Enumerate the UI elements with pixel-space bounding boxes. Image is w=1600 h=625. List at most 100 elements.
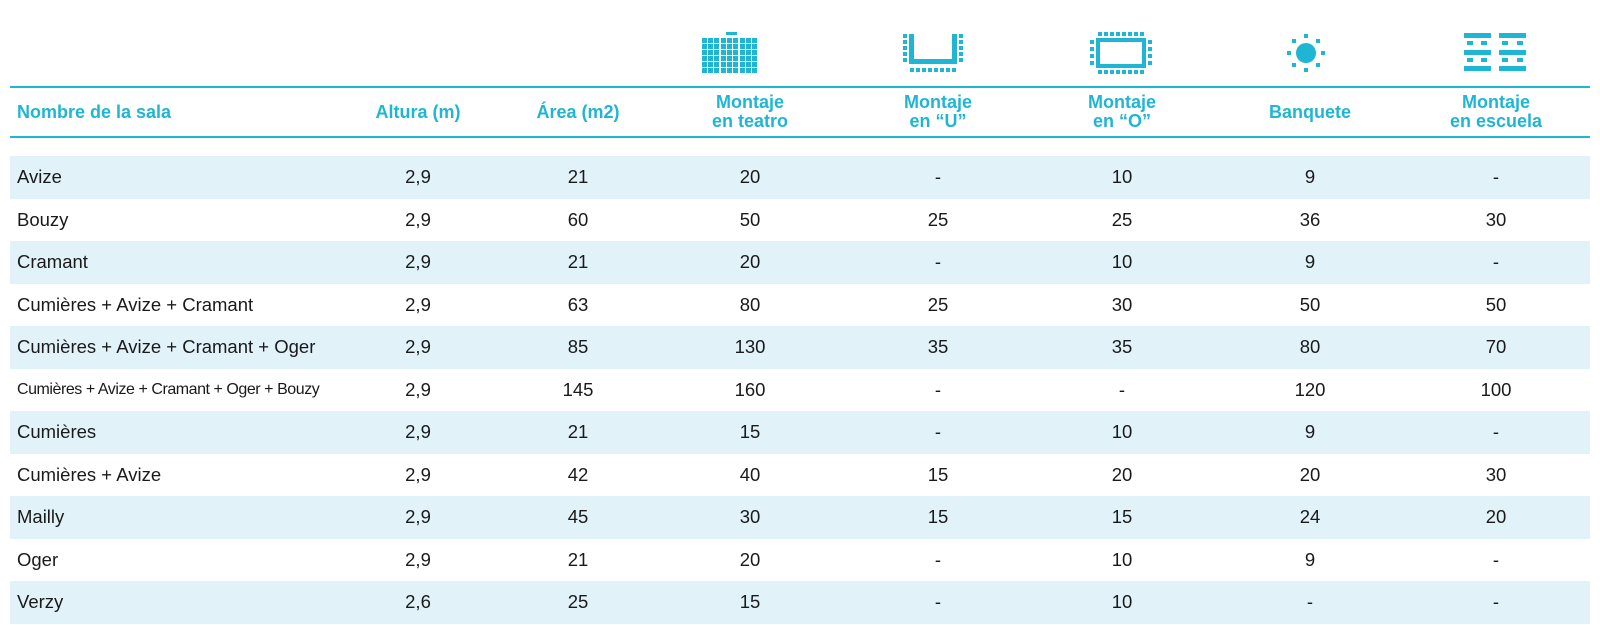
o-shape-capacity-cell: 15 bbox=[1111, 506, 1133, 528]
theatre-capacity-cell: 130 bbox=[734, 336, 766, 358]
header-theatre: Montaje en teatro bbox=[670, 88, 830, 136]
height-cell: 2,9 bbox=[405, 548, 431, 570]
header-theatre-line2: en teatro bbox=[711, 111, 789, 131]
o-shape-capacity-cell: - bbox=[1118, 378, 1126, 400]
height-cell: 2,9 bbox=[405, 463, 431, 485]
table-row: Mailly 2,9 45 30 15 15 24 20 bbox=[10, 496, 1590, 539]
room-name-cell: Avize bbox=[17, 166, 62, 188]
o-shape-setup-icon bbox=[1088, 30, 1154, 76]
height-cell: 2,9 bbox=[405, 506, 431, 528]
banquet-capacity-cell: 9 bbox=[1304, 251, 1316, 273]
area-cell: 45 bbox=[567, 506, 589, 528]
banquet-capacity-cell: 9 bbox=[1304, 421, 1316, 443]
classroom-capacity-cell: 100 bbox=[1480, 378, 1512, 400]
classroom-capacity-cell: 50 bbox=[1485, 293, 1507, 315]
banquet-capacity-cell: 120 bbox=[1294, 378, 1326, 400]
u-shape-capacity-cell: - bbox=[934, 548, 942, 570]
table-row: Cumières 2,9 21 15 - 10 9 - bbox=[10, 411, 1590, 454]
table-row: Oger 2,9 21 20 - 10 9 - bbox=[10, 539, 1590, 582]
area-cell: 145 bbox=[562, 378, 594, 400]
header-room-name: Nombre de la sala bbox=[17, 101, 172, 122]
u-shape-capacity-cell: - bbox=[934, 378, 942, 400]
theatre-capacity-cell: 50 bbox=[739, 208, 761, 230]
header-o-line2: en “O” bbox=[1092, 111, 1151, 131]
theatre-capacity-cell: 160 bbox=[734, 378, 766, 400]
theatre-setup-icon bbox=[700, 30, 760, 76]
header-area: Área (m2) bbox=[536, 101, 620, 122]
o-shape-capacity-cell: 35 bbox=[1111, 336, 1133, 358]
area-cell: 21 bbox=[567, 548, 589, 570]
table-row: Cramant 2,9 21 20 - 10 9 - bbox=[10, 241, 1590, 284]
banquet-capacity-cell: 36 bbox=[1299, 208, 1321, 230]
area-cell: 60 bbox=[567, 208, 589, 230]
u-shape-setup-icon bbox=[900, 30, 966, 76]
area-cell: 85 bbox=[567, 336, 589, 358]
o-shape-capacity-cell: 20 bbox=[1111, 463, 1133, 485]
area-cell: 21 bbox=[567, 251, 589, 273]
classroom-capacity-cell: 20 bbox=[1485, 506, 1507, 528]
o-shape-capacity-cell: 10 bbox=[1111, 421, 1133, 443]
u-shape-capacity-cell: - bbox=[934, 251, 942, 273]
o-shape-capacity-cell: 10 bbox=[1111, 251, 1133, 273]
height-cell: 2,9 bbox=[405, 251, 431, 273]
u-shape-capacity-cell: - bbox=[934, 591, 942, 613]
area-cell: 42 bbox=[567, 463, 589, 485]
header-classroom-line1: Montaje bbox=[1461, 92, 1530, 112]
classroom-capacity-cell: 30 bbox=[1485, 208, 1507, 230]
classroom-capacity-cell: - bbox=[1492, 591, 1500, 613]
height-cell: 2,9 bbox=[405, 421, 431, 443]
o-shape-capacity-cell: 25 bbox=[1111, 208, 1133, 230]
o-shape-capacity-cell: 10 bbox=[1111, 548, 1133, 570]
classroom-capacity-cell: 30 bbox=[1485, 463, 1507, 485]
room-name-cell: Cumières bbox=[17, 421, 97, 443]
theatre-capacity-cell: 20 bbox=[739, 548, 761, 570]
header-banquet: Banquete bbox=[1268, 101, 1351, 122]
theatre-capacity-cell: 80 bbox=[739, 293, 761, 315]
classroom-capacity-cell: - bbox=[1492, 166, 1500, 188]
area-cell: 21 bbox=[567, 421, 589, 443]
height-cell: 2,6 bbox=[405, 591, 431, 613]
height-cell: 2,9 bbox=[405, 208, 431, 230]
height-cell: 2,9 bbox=[405, 336, 431, 358]
u-shape-capacity-cell: 25 bbox=[927, 293, 949, 315]
table-row: Cumières + Avize + Cramant + Oger + Bouz… bbox=[10, 369, 1590, 412]
o-shape-capacity-cell: 30 bbox=[1111, 293, 1133, 315]
classroom-capacity-cell: - bbox=[1492, 421, 1500, 443]
room-name-cell: Cumières + Avize + Cramant + Oger bbox=[17, 336, 316, 358]
setup-icons-row bbox=[0, 0, 1600, 86]
room-name-cell: Cumières + Avize + Cramant + Oger + Bouz… bbox=[17, 380, 320, 398]
table-row: Bouzy 2,9 60 50 25 25 36 30 bbox=[10, 199, 1590, 242]
table-row: Cumières + Avize + Cramant 2,9 63 80 25 30 50 5… bbox=[10, 284, 1590, 327]
height-cell: 2,9 bbox=[405, 293, 431, 315]
banquet-capacity-cell: 20 bbox=[1299, 463, 1321, 485]
header-theatre-line1: Montaje bbox=[715, 92, 784, 112]
banquet-setup-icon bbox=[1284, 30, 1328, 76]
table-header: Nombre de la sala Altura (m) Área (m2) M… bbox=[10, 88, 1590, 136]
theatre-capacity-cell: 40 bbox=[739, 463, 761, 485]
theatre-capacity-cell: 30 bbox=[739, 506, 761, 528]
height-cell: 2,9 bbox=[405, 166, 431, 188]
o-shape-capacity-cell: 10 bbox=[1111, 591, 1133, 613]
classroom-setup-icon bbox=[1462, 30, 1528, 76]
classroom-capacity-cell: - bbox=[1492, 251, 1500, 273]
area-cell: 63 bbox=[567, 293, 589, 315]
header-u-line1: Montaje bbox=[903, 92, 972, 112]
area-cell: 21 bbox=[567, 166, 589, 188]
area-cell: 25 bbox=[567, 591, 589, 613]
o-shape-capacity-cell: 10 bbox=[1111, 166, 1133, 188]
banquet-capacity-cell: 50 bbox=[1299, 293, 1321, 315]
u-shape-capacity-cell: 15 bbox=[927, 463, 949, 485]
classroom-capacity-cell: - bbox=[1492, 548, 1500, 570]
banquet-capacity-cell: - bbox=[1306, 591, 1314, 613]
table-row: Cumières + Avize 2,9 42 40 15 20 20 30 bbox=[10, 454, 1590, 497]
table-row: Cumières + Avize + Cramant + Oger 2,9 85 13… bbox=[10, 326, 1590, 369]
header-classroom-line2: en escuela bbox=[1449, 111, 1543, 131]
table-body: Avize 2,9 21 20 - 10 9 - Bouzy 2,9 60 50 25 25 36 30 Cra… bbox=[10, 156, 1590, 624]
table-row: Avize 2,9 21 20 - 10 9 - bbox=[10, 156, 1590, 199]
header-top-rule bbox=[10, 86, 1590, 88]
banquet-capacity-cell: 80 bbox=[1299, 336, 1321, 358]
header-o-line1: Montaje bbox=[1087, 92, 1156, 112]
banquet-capacity-cell: 9 bbox=[1304, 166, 1316, 188]
banquet-capacity-cell: 9 bbox=[1304, 548, 1316, 570]
